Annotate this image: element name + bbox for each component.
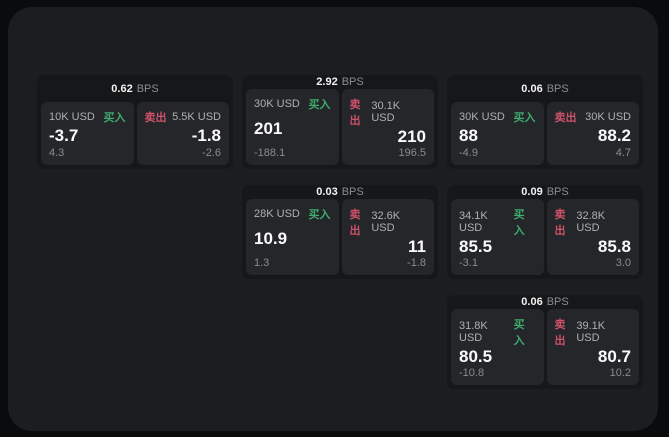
buy-panel[interactable]: 10K USD 买入 -3.7 4.3 [41,102,134,165]
spread-unit: BPS [341,186,364,199]
sell-price: 210 [397,127,426,147]
sell-sub-value: -1.8 [407,257,426,269]
sell-sub-value: 196.5 [398,147,426,159]
spread-unit: BPS [136,82,159,95]
spread-header: 0.06 BPS [451,295,639,309]
spread-value: 0.03 [316,186,338,199]
sell-panel[interactable]: 卖出 32.6K USD 11 -1.8 [341,199,434,275]
quote-card: 0.03 BPS 28K USD 买入 10.9 1.3 卖出 32.6K US… [242,185,438,279]
quote-card: 0.06 BPS 30K USD 买入 88 -4.9 卖出 30K USD [447,75,643,169]
sell-panel[interactable]: 卖出 39.1K USD 80.7 10.2 [546,309,639,385]
sell-amount: 5.5K USD [172,111,221,123]
buy-panel[interactable]: 28K USD 买入 10.9 1.3 [246,199,339,275]
sell-sub-value: 4.7 [615,147,631,159]
buy-price: 80.5 [459,347,493,367]
buy-button[interactable]: 买入 [513,112,536,124]
sell-button[interactable]: 卖出 [554,112,577,124]
sell-sub-value: -2.6 [202,147,221,159]
buy-panel[interactable]: 34.1K USD 买入 85.5 -3.1 [451,199,544,275]
sell-price: 80.7 [597,347,631,367]
quote-card: 2.92 BPS 30K USD 买入 201 -188.1 卖出 30.1K … [242,75,438,169]
sell-panel[interactable]: 卖出 5.5K USD -1.8 -2.6 [136,102,229,165]
buy-amount: 31.8K USD [459,320,488,345]
sell-button[interactable]: 卖出 [554,319,566,348]
buy-amount: 30K USD [254,98,300,111]
sell-button[interactable]: 卖出 [349,209,361,238]
buy-button[interactable]: 买入 [103,112,126,124]
buy-sub-value: -10.8 [459,367,485,379]
quote-card: 0.06 BPS 31.8K USD 买入 80.5 -10.8 卖出 39.1… [447,295,643,389]
buy-price: -3.7 [49,125,79,145]
spread-value: 0.06 [521,296,543,309]
quote-card: 0.62 BPS 10K USD 买入 -3.7 4.3 卖出 5.5K USD [37,75,233,169]
spread-value: 2.92 [316,76,338,89]
buy-button[interactable]: 买入 [513,319,525,348]
buy-panel[interactable]: 30K USD 买入 88 -4.9 [451,102,544,165]
spread-value: 0.06 [521,82,543,95]
buy-sub-value: 1.3 [254,257,270,269]
buy-amount: 28K USD [254,208,300,221]
sell-amount: 30.1K USD [371,100,401,125]
buy-price: 88 [459,125,478,145]
sell-amount: 32.8K USD [576,210,606,235]
buy-sub-value: -3.1 [459,257,478,269]
sell-button[interactable]: 卖出 [554,209,566,238]
sell-panel[interactable]: 卖出 30K USD 88.2 4.7 [546,102,639,165]
quote-card: 0.09 BPS 34.1K USD 买入 85.5 -3.1 卖出 32.8K… [447,185,643,279]
sell-amount: 32.6K USD [371,210,401,235]
quote-cards-grid: 0.62 BPS 10K USD 买入 -3.7 4.3 卖出 5.5K USD [37,75,643,389]
sell-amount: 30K USD [585,111,631,123]
sell-panel[interactable]: 卖出 32.8K USD 85.8 3.0 [546,199,639,275]
buy-amount: 34.1K USD [459,210,488,235]
buy-button[interactable]: 买入 [513,209,525,238]
spread-header: 2.92 BPS [246,75,434,89]
sell-button[interactable]: 卖出 [349,99,361,128]
sell-price: 11 [408,237,426,257]
sell-sub-value: 3.0 [615,257,631,269]
spread-header: 0.09 BPS [451,185,639,199]
buy-sub-value: -4.9 [459,147,478,159]
trading-panel: 0.62 BPS 10K USD 买入 -3.7 4.3 卖出 5.5K USD [8,7,658,431]
sell-price: 88.2 [597,125,631,145]
spread-header: 0.62 BPS [41,75,229,102]
buy-button[interactable]: 买入 [308,209,331,222]
sell-sub-value: 10.2 [609,367,631,379]
spread-unit: BPS [341,76,364,89]
spread-header: 0.03 BPS [246,185,434,199]
spread-header: 0.06 BPS [451,75,639,102]
sell-price: -1.8 [191,125,221,145]
buy-price: 201 [254,119,283,139]
spread-value: 0.09 [521,186,543,199]
buy-price: 10.9 [254,229,288,249]
sell-button[interactable]: 卖出 [144,112,167,124]
buy-amount: 10K USD [49,111,95,123]
spread-unit: BPS [546,82,569,95]
buy-panel[interactable]: 30K USD 买入 201 -188.1 [246,89,339,165]
spread-value: 0.62 [111,82,133,95]
buy-amount: 30K USD [459,111,505,123]
sell-price: 85.8 [597,237,631,257]
spread-unit: BPS [546,186,569,199]
buy-panel[interactable]: 31.8K USD 买入 80.5 -10.8 [451,309,544,385]
buy-price: 85.5 [459,237,493,257]
buy-button[interactable]: 买入 [308,99,331,112]
buy-sub-value: -188.1 [254,147,286,159]
sell-amount: 39.1K USD [576,320,606,345]
sell-panel[interactable]: 卖出 30.1K USD 210 196.5 [341,89,434,165]
buy-sub-value: 4.3 [49,147,65,159]
spread-unit: BPS [546,296,569,309]
